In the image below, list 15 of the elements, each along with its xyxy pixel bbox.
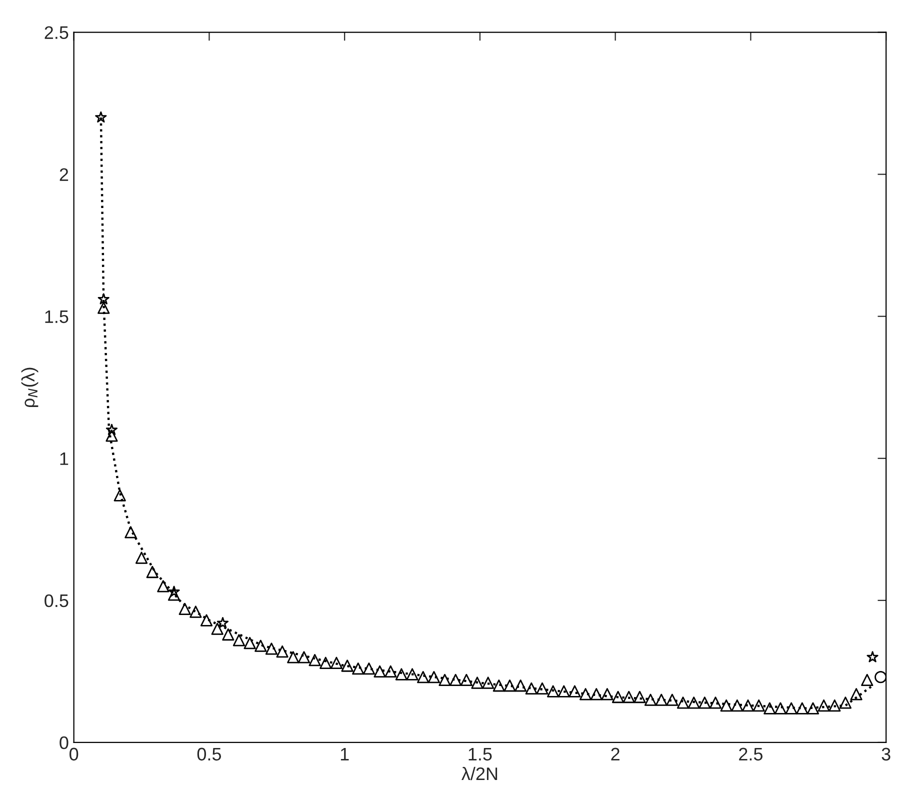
x-tick-label: 2 <box>611 748 620 760</box>
x-tick-label: 0 <box>70 748 78 761</box>
y-tick-label: 1 <box>60 452 68 465</box>
y-axis-title: ρ$_{N}$(λ) <box>21 368 38 407</box>
y-tick-label: 0 <box>60 736 68 750</box>
x-tick-label: 0.5 <box>197 748 222 761</box>
x-tick-label: 3 <box>882 748 890 761</box>
y-tick-label: 2.5 <box>44 26 68 39</box>
y-tick-label: 0.5 <box>44 594 68 608</box>
x-axis-title: λ/2N <box>462 766 498 780</box>
y-tick-label: 1.5 <box>45 310 68 324</box>
x-tick-label: 1 <box>340 748 349 760</box>
y-tick-label: 2 <box>60 168 68 181</box>
x-tick-label: 1.5 <box>468 748 492 761</box>
x-tick-label: 2.5 <box>739 748 762 761</box>
